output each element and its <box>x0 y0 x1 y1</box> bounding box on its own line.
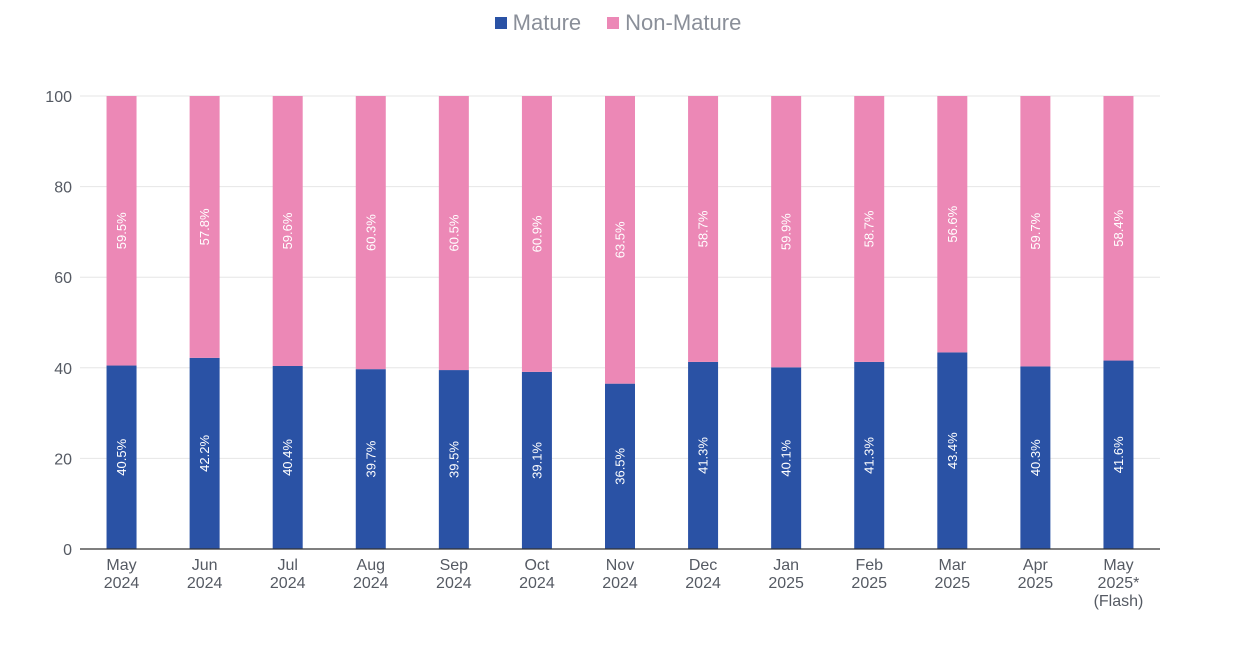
data-label-non-mature: 60.3% <box>363 214 378 251</box>
data-label-non-mature: 58.7% <box>862 210 877 247</box>
x-tick-label: May <box>106 557 136 574</box>
bar-mature <box>688 361 719 549</box>
x-tick-label: 2024 <box>104 575 140 592</box>
bar-mature <box>854 361 885 549</box>
bar-mature <box>106 365 137 549</box>
bar-mature <box>771 367 802 549</box>
bar-non-mature <box>771 96 802 368</box>
y-tick-label: 60 <box>54 270 72 287</box>
legend-label-non-mature: Non-Mature <box>625 10 742 35</box>
x-tick-label: Oct <box>524 557 549 574</box>
x-tick-label: 2025* <box>1098 575 1140 592</box>
bar-non-mature <box>1020 96 1051 367</box>
data-label-non-mature: 60.5% <box>446 214 461 251</box>
bar-mature <box>272 365 303 549</box>
data-label-mature: 41.3% <box>696 437 711 474</box>
data-label-mature: 43.4% <box>945 432 960 469</box>
bar-mature <box>355 369 386 549</box>
data-label-mature: 39.5% <box>446 441 461 478</box>
x-tick-label: (Flash) <box>1094 593 1144 610</box>
bar-non-mature <box>854 96 885 362</box>
data-label-mature: 39.1% <box>529 442 544 479</box>
data-label-non-mature: 63.5% <box>613 221 628 258</box>
bar-mature <box>605 383 635 549</box>
x-tick-label: Feb <box>855 557 883 574</box>
y-tick-label: 40 <box>54 361 72 378</box>
data-label-non-mature: 59.9% <box>779 213 794 250</box>
legend: Mature Non-Mature <box>0 10 1236 36</box>
x-tick-label: Aug <box>357 557 385 574</box>
x-tick-label: May <box>1103 557 1133 574</box>
bar-mature <box>438 370 469 549</box>
data-label-mature: 41.6% <box>1111 436 1126 473</box>
x-tick-label: 2024 <box>353 575 389 592</box>
x-tick-label: Sep <box>440 557 469 574</box>
bar-non-mature <box>937 96 968 353</box>
x-tick-label: 2024 <box>519 575 555 592</box>
bar-mature <box>189 357 220 549</box>
x-tick-label: Jan <box>773 557 799 574</box>
data-label-mature: 40.1% <box>779 439 794 476</box>
y-tick-label: 80 <box>54 180 72 197</box>
bar-mature <box>937 352 968 549</box>
legend-item-non-mature: Non-Mature <box>607 10 741 36</box>
x-tick-label: 2025 <box>935 575 971 592</box>
x-tick-label: 2025 <box>851 575 887 592</box>
x-tick-label: 2024 <box>270 575 306 592</box>
x-tick-label: Jul <box>277 557 297 574</box>
data-label-non-mature: 59.7% <box>1028 212 1043 249</box>
y-tick-label: 100 <box>45 89 72 106</box>
x-tick-label: 2024 <box>602 575 638 592</box>
data-label-mature: 40.3% <box>1028 439 1043 476</box>
bar-non-mature <box>1103 96 1134 361</box>
bar-non-mature <box>605 96 635 384</box>
bar-non-mature <box>272 96 303 366</box>
x-tick-label: 2024 <box>685 575 721 592</box>
data-label-non-mature: 59.5% <box>114 212 129 249</box>
bar-non-mature <box>521 96 552 372</box>
bar-non-mature <box>189 96 220 358</box>
legend-swatch-mature <box>494 17 507 29</box>
legend-swatch-non-mature <box>607 17 620 29</box>
y-tick-label: 20 <box>54 451 72 468</box>
x-tick-label: 2025 <box>1018 575 1054 592</box>
data-label-non-mature: 60.9% <box>529 215 544 252</box>
x-tick-label: Apr <box>1023 557 1049 574</box>
x-tick-label: Dec <box>689 557 717 574</box>
bar-non-mature <box>355 96 386 370</box>
x-tick-label: Mar <box>939 557 967 574</box>
data-label-mature: 40.5% <box>114 438 129 475</box>
legend-label-mature: Mature <box>512 10 582 35</box>
x-tick-label: 2025 <box>768 575 804 592</box>
bar-mature <box>1103 360 1134 549</box>
bar-mature <box>1020 366 1051 549</box>
data-label-mature: 36.5% <box>613 447 628 484</box>
legend-item-mature: Mature <box>494 10 582 36</box>
data-label-non-mature: 59.6% <box>280 212 295 249</box>
data-label-non-mature: 56.6% <box>945 205 960 242</box>
x-tick-label: Jun <box>192 557 218 574</box>
y-tick-label: 0 <box>63 542 72 559</box>
data-label-mature: 40.4% <box>280 439 295 476</box>
data-label-mature: 42.2% <box>197 435 212 472</box>
data-label-non-mature: 58.7% <box>696 210 711 247</box>
bar-non-mature <box>438 96 469 371</box>
x-tick-label: 2024 <box>436 575 472 592</box>
data-label-mature: 39.7% <box>363 440 378 477</box>
data-label-non-mature: 58.4% <box>1111 209 1126 246</box>
data-label-mature: 41.3% <box>862 437 877 474</box>
bar-non-mature <box>688 96 719 362</box>
bar-non-mature <box>106 96 137 366</box>
bar-mature <box>521 371 552 549</box>
x-tick-label: 2024 <box>187 575 223 592</box>
data-label-non-mature: 57.8% <box>197 208 212 245</box>
x-tick-label: Nov <box>606 557 634 574</box>
